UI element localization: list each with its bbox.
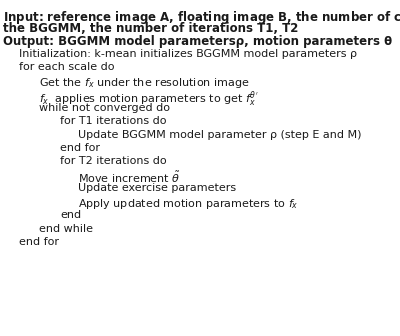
Text: Apply updated motion parameters to $\mathit{f}_x$: Apply updated motion parameters to $\mat… [78, 197, 298, 211]
Text: end for: end for [60, 143, 100, 153]
Text: end: end [60, 210, 81, 220]
Text: $\mathit{f}_x$  applies motion parameters to get $\mathit{f}_x^{\theta'}$: $\mathit{f}_x$ applies motion parameters… [39, 89, 259, 109]
Text: Input: reference image A, floating image B, the number of clusters $\mathit{M}$ : Input: reference image A, floating image… [3, 9, 400, 27]
Text: end for: end for [19, 237, 59, 247]
Text: Output: BGGMM model parametersρ, motion parameters θ: Output: BGGMM model parametersρ, motion … [3, 35, 392, 48]
Text: Update BGGMM model parameter ρ (step E and M): Update BGGMM model parameter ρ (step E a… [78, 130, 362, 140]
Text: for T2 iterations do: for T2 iterations do [60, 156, 167, 166]
Text: for each scale do: for each scale do [19, 62, 115, 72]
Text: Update exercise parameters: Update exercise parameters [78, 183, 236, 194]
Text: end while: end while [39, 224, 93, 234]
Text: Move increment $\tilde{\theta}$: Move increment $\tilde{\theta}$ [78, 170, 180, 185]
Text: Get the $\mathit{f}_x$ under the resolution image: Get the $\mathit{f}_x$ under the resolut… [39, 76, 250, 90]
Text: for T1 iterations do: for T1 iterations do [60, 116, 166, 126]
Text: while not converged do: while not converged do [39, 103, 170, 113]
Text: Initialization: k-mean initializes BGGMM model parameters ρ: Initialization: k-mean initializes BGGMM… [19, 49, 357, 59]
Text: the BGGMM, the number of iterations T1, T2: the BGGMM, the number of iterations T1, … [3, 22, 298, 35]
